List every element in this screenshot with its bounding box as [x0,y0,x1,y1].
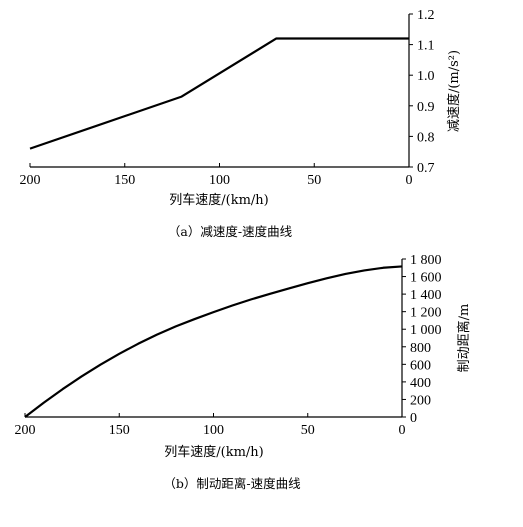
chart-a-x-tick-label: 0 [406,173,413,188]
chart-a-x-tick-label: 200 [20,173,41,188]
chart-b-x-tick-label: 200 [15,423,36,438]
chart-b-y-tick-label: 600 [410,358,431,373]
chart-a-y-tick-label: 1.0 [417,69,435,84]
chart-b-y-tick-label: 1 200 [410,306,442,321]
chart-a-y-tick-label: 0.8 [417,130,435,145]
chart-a-y-tick-label: 0.7 [417,161,435,176]
chart-b-x-tick-label: 0 [399,423,406,438]
chart-b-y-tick-label: 1 600 [410,271,442,286]
chart-b-y-tick-label: 1 400 [410,288,442,303]
chart-b-series-line [24,265,403,418]
chart-a-x-tick-label: 50 [307,173,321,188]
chart-b-x-axis-label: 列车速度/(km/h) [164,444,263,460]
chart-a-series-line [29,37,409,150]
chart-a-x-tick-label: 100 [209,173,230,188]
chart-a-y-tick-label: 0.9 [417,100,435,115]
chart-b-y-ticks: 0 200 400 600 800 1 000 1 200 1 400 1 600 1 800 [402,253,442,426]
chart-b-x-ticks: 200 150 100 50 0 [15,413,406,438]
chart-b-y-tick-label: 1 800 [410,253,442,268]
chart-a-x-ticks: 200 150 100 50 0 [20,163,413,188]
chart-a-y-axis-label: 减速度/(m/s²) [446,50,462,132]
chart-a-x-tick-label: 150 [114,173,135,188]
chart-b: 200 150 100 50 0 0 200 400 600 800 1 000 1 200 1 40… [15,253,473,491]
chart-b-y-tick-label: 400 [410,376,431,391]
chart-b-caption: （b）制动距离-速度曲线 [163,476,301,491]
chart-a-y-tick-label: 1.1 [417,39,435,54]
chart-b-y-axis-label: 制动距离/m [456,304,472,373]
chart-a-x-axis-label: 列车速度/(km/h) [169,192,268,208]
chart-a-y-ticks: 0.7 0.8 0.9 1.0 1.1 1.2 [409,8,435,176]
chart-a-caption: （a）减速度-速度曲线 [168,224,293,239]
chart-b-y-tick-label: 0 [410,411,417,426]
chart-a: 200 150 100 50 0 0.7 0.8 0.9 1.0 1.1 1.2 列车速度/(km… [20,8,463,239]
chart-b-y-tick-label: 1 000 [410,323,442,338]
chart-b-x-tick-label: 150 [109,423,130,438]
chart-b-y-tick-label: 800 [410,341,431,356]
chart-b-y-tick-label: 200 [410,393,431,408]
chart-b-x-tick-label: 50 [301,423,315,438]
chart-b-x-tick-label: 100 [203,423,224,438]
chart-a-y-tick-label: 1.2 [417,8,435,23]
